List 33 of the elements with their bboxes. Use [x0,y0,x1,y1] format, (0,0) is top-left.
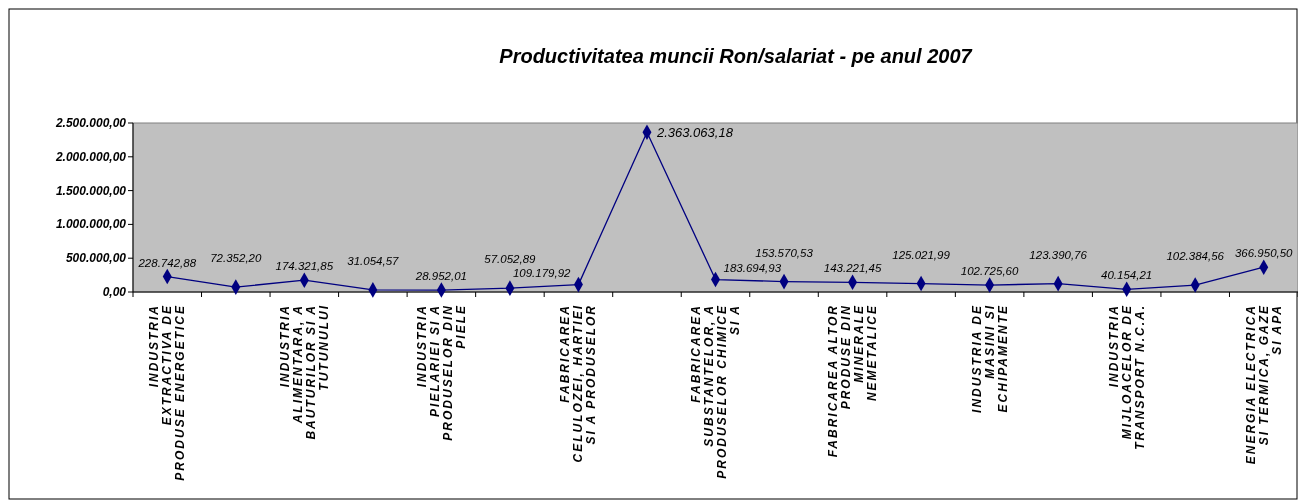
y-tick-label: 500.000,00 [65,251,127,266]
data-label: 28.952,01 [414,270,467,283]
chart-title: Productivitatea muncii Ron/salariat - pe anul 2007 [499,45,973,67]
y-tick-label: 0,00 [102,285,127,299]
y-tick-label: 2.500.000,00 [54,116,127,130]
data-label: 174.321,85 [275,260,334,273]
x-tick-label: INDUSTRIA MIJLOACELOR DE TRANSPORT N.C.A. [1106,304,1147,450]
data-label: 153.570,53 [755,246,814,259]
x-tick-label: ENERGIA ELECTRICA SI TERMICA, GAZE SI APA [1243,304,1284,465]
data-label: 228.742,88 [137,256,197,269]
y-tick-label: 1.000.000,00 [55,217,127,232]
data-label: 102.725,60 [960,265,1019,278]
data-label: 57.052,89 [484,253,537,266]
data-label: 2.363.063,18 [655,125,734,141]
data-label: 183.694,93 [723,261,782,274]
x-tick-label: FABRICAREA ALTOR PRODUSE DIN MINERALE NEMETALICE [826,304,880,458]
y-tick-label: 2.000.000,00 [54,149,127,164]
x-tick-label: FABRICAREA CELULOZEI, HARTIEI SI A PRODUSELOR [558,304,599,463]
y-tick-label: 1.500.000,00 [55,183,127,198]
x-tick-label: INDUSTRIA EXTRACTIVA DE PRODUSE ENERGETICE [147,304,188,481]
data-label: 40.154,21 [1101,269,1153,282]
x-tick-label: INDUSTRIA DE MASINI SI ECHIPAMENTE [969,304,1010,413]
data-label: 123.390,76 [1029,248,1088,261]
data-label: 72.352,20 [210,252,262,265]
data-label: 109.179,92 [512,266,572,279]
data-label: 143.221,45 [823,262,882,275]
x-tick-label: INDUSTRIA ALIMENTARA, A BAUTURILOR SI A TUTUNULUI [277,304,331,440]
data-label: 31.054,57 [347,254,400,267]
data-label: 366.950,50 [1234,247,1294,260]
data-label: 125.021,99 [892,248,951,261]
data-label: 102.384,56 [1166,250,1225,263]
x-tick-label: INDUSTRIA PIELARIEI SI A PRODUSELOR DIN PIELE [414,304,468,441]
x-tick-label: FABRICAREA SUBSTANTELOR, A PRODUSELOR CHIMICE SI A [689,304,742,479]
